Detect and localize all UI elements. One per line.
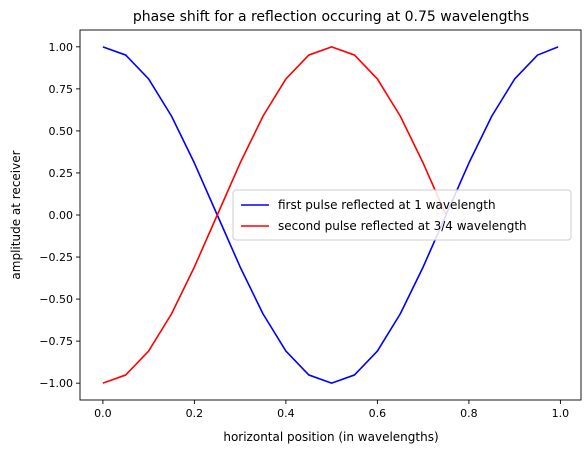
y-tick-label: −0.75: [39, 335, 73, 348]
legend: first pulse reflected at 1 wavelength sec…: [232, 189, 572, 241]
y-tick-label: 0.50: [49, 125, 74, 138]
x-tick-label: 0.6: [369, 407, 387, 420]
y-tick-label: 0.25: [49, 167, 74, 180]
legend-label-0: first pulse reflected at 1 wavelength: [278, 198, 496, 212]
x-tick-label: 0.2: [186, 407, 204, 420]
x-tick-label: 1.0: [552, 407, 570, 420]
series-layer: [102, 46, 559, 384]
chart-title: phase shift for a reflection occuring at…: [133, 9, 529, 25]
y-tick-label: −0.25: [39, 251, 73, 264]
y-tick-label: −1.00: [39, 377, 73, 390]
series-line-1: [102, 46, 447, 384]
legend-box: [232, 189, 572, 241]
y-tick-label: 0.75: [49, 83, 74, 96]
y-tick-label: 1.00: [49, 41, 74, 54]
x-tick-label: 0.8: [460, 407, 478, 420]
x-tick-label: 0.0: [94, 407, 112, 420]
legend-label-1: second pulse reflected at 3/4 wavelength: [278, 219, 527, 233]
x-tick-label: 0.4: [277, 407, 295, 420]
axes-layer: 0.0 0.2 0.4 0.6 0.8 1.0 1.00 0.75 0.50 0.25 0.00 −0…: [39, 29, 582, 420]
x-axis-label: horizontal position (in wavelengths): [223, 430, 438, 444]
y-tick-label: −0.50: [39, 293, 73, 306]
y-axis-label: amplitude at receiver: [9, 150, 23, 279]
series-line-0: [102, 46, 559, 384]
y-tick-label: 0.00: [49, 209, 74, 222]
